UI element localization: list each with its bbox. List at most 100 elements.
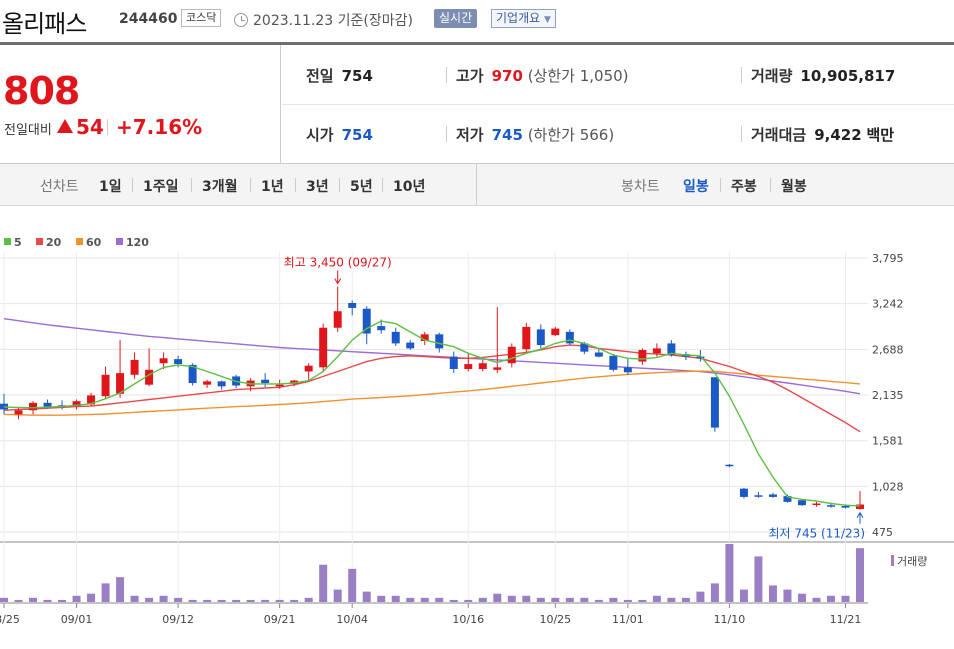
candle-monthly[interactable]: 월봉	[781, 179, 807, 195]
candle-body	[333, 311, 342, 328]
period-1d[interactable]: 1일	[99, 179, 122, 195]
volume-bar	[232, 599, 241, 602]
candle-weekly[interactable]: 주봉	[731, 179, 757, 195]
candle-body	[72, 401, 81, 407]
volume-bar	[449, 599, 458, 602]
stat-label: 저가	[456, 126, 484, 144]
realtime-button[interactable]: 실시간	[434, 9, 478, 28]
volume-bar	[72, 595, 81, 602]
divider	[250, 178, 251, 192]
stock-code: 244460	[119, 11, 178, 27]
stat-high: 고가 970 (상한가 1,050)	[456, 65, 629, 86]
volume-bar	[638, 599, 647, 602]
period-3m[interactable]: 3개월	[202, 179, 238, 195]
candle-body	[667, 343, 676, 355]
volume-bar	[681, 597, 690, 602]
divider	[741, 67, 742, 83]
company-overview-dropdown[interactable]: 기업개요 ▼	[491, 9, 556, 28]
volume-bar	[507, 595, 516, 602]
stat-sub: (상한가 1,050)	[527, 67, 629, 85]
stat-prev-close: 전일 754	[306, 65, 373, 86]
candle-body	[101, 374, 110, 397]
volume-bar	[667, 597, 676, 602]
chart-canvas: 3,795 3,242 2,688 2,135 1,581 1,028 475 08/25 09…	[0, 236, 954, 626]
volume-bar	[319, 564, 328, 602]
stat-label: 전일	[306, 67, 334, 85]
base-date: 2023.11.23 기준(장마감)	[253, 13, 413, 29]
volume-bar	[797, 593, 806, 602]
x-tick-label: 08/25	[0, 613, 20, 626]
legend-label: 20	[46, 236, 62, 249]
candle-body	[464, 364, 473, 370]
volume-bar	[841, 595, 850, 602]
y-tick-label: 3,242	[872, 298, 904, 311]
volume-bar	[130, 595, 139, 602]
chart-toolbar: 선차트 1일 1주일 3개월 1년 3년 5년 10년 봉차트 일봉 주봉 월봉	[0, 164, 954, 206]
divider	[107, 119, 108, 135]
stat-volume: 거래량 10,905,817	[751, 65, 895, 86]
low-annotation: 최저 745 (11/23)	[768, 527, 865, 541]
candle-body	[87, 395, 96, 405]
stat-unit: 백만	[866, 126, 895, 144]
period-5y[interactable]: 5년	[350, 179, 373, 195]
volume-bar	[812, 597, 821, 602]
volume-bar	[159, 595, 168, 602]
volume-bar	[406, 597, 415, 602]
candle-body	[841, 506, 850, 508]
candle-body	[362, 308, 371, 334]
volume-bar	[304, 597, 313, 602]
candle-body	[609, 355, 618, 370]
company-overview-label: 기업개요	[496, 11, 541, 25]
divider	[741, 126, 742, 142]
volume-bar	[710, 583, 719, 602]
legend-swatch	[4, 238, 11, 245]
candle-daily[interactable]: 일봉	[683, 179, 709, 195]
volume-bar	[14, 599, 23, 602]
stock-chart[interactable]: 3,795 3,242 2,688 2,135 1,581 1,028 475 08/25 09…	[0, 206, 954, 649]
candle-body	[420, 334, 429, 341]
stat-value: 9,422	[814, 126, 862, 144]
period-3y[interactable]: 3년	[306, 179, 329, 195]
volume-bar	[856, 548, 864, 602]
candle-body	[478, 363, 487, 370]
candle-body	[348, 302, 357, 308]
volume-bar	[145, 597, 154, 602]
volume-bar	[420, 597, 429, 602]
candle-body	[783, 496, 792, 502]
candle-body	[14, 410, 23, 415]
volume-bar	[623, 599, 632, 602]
candle-body	[43, 402, 52, 407]
candle-body	[275, 384, 284, 387]
candle-body	[580, 343, 589, 352]
volume-bar	[29, 597, 38, 602]
candle-body	[290, 380, 299, 384]
ma120-line	[3, 318, 861, 395]
volume-bar	[217, 599, 226, 602]
volume-bar	[174, 597, 183, 602]
current-price-box: 808 전일대비 54 +7.16%	[0, 45, 281, 163]
candle-body	[710, 377, 719, 428]
divider	[191, 178, 192, 192]
period-1w[interactable]: 1주일	[143, 179, 179, 195]
divider	[382, 178, 383, 192]
volume-bar	[783, 589, 792, 602]
candle-body	[768, 494, 777, 497]
stat-label: 거래대금	[751, 126, 807, 144]
candle-body	[493, 367, 502, 370]
candle-body	[754, 495, 763, 497]
volume-bar	[478, 597, 487, 602]
volume-bar	[464, 599, 473, 602]
candle-body	[304, 365, 313, 372]
candle-body	[217, 381, 226, 387]
x-tick-label: 11/01	[612, 613, 644, 626]
candle-body	[29, 402, 38, 411]
stock-name: 올리패스	[2, 10, 87, 38]
period-1y[interactable]: 1년	[261, 179, 284, 195]
period-10y[interactable]: 10년	[393, 179, 426, 195]
x-tick-label: 10/16	[452, 613, 484, 626]
ma20-line	[3, 344, 861, 433]
x-tick-label: 09/21	[264, 613, 296, 626]
candle-body	[594, 352, 603, 357]
candle-body	[145, 369, 154, 385]
volume-bar	[362, 591, 371, 602]
